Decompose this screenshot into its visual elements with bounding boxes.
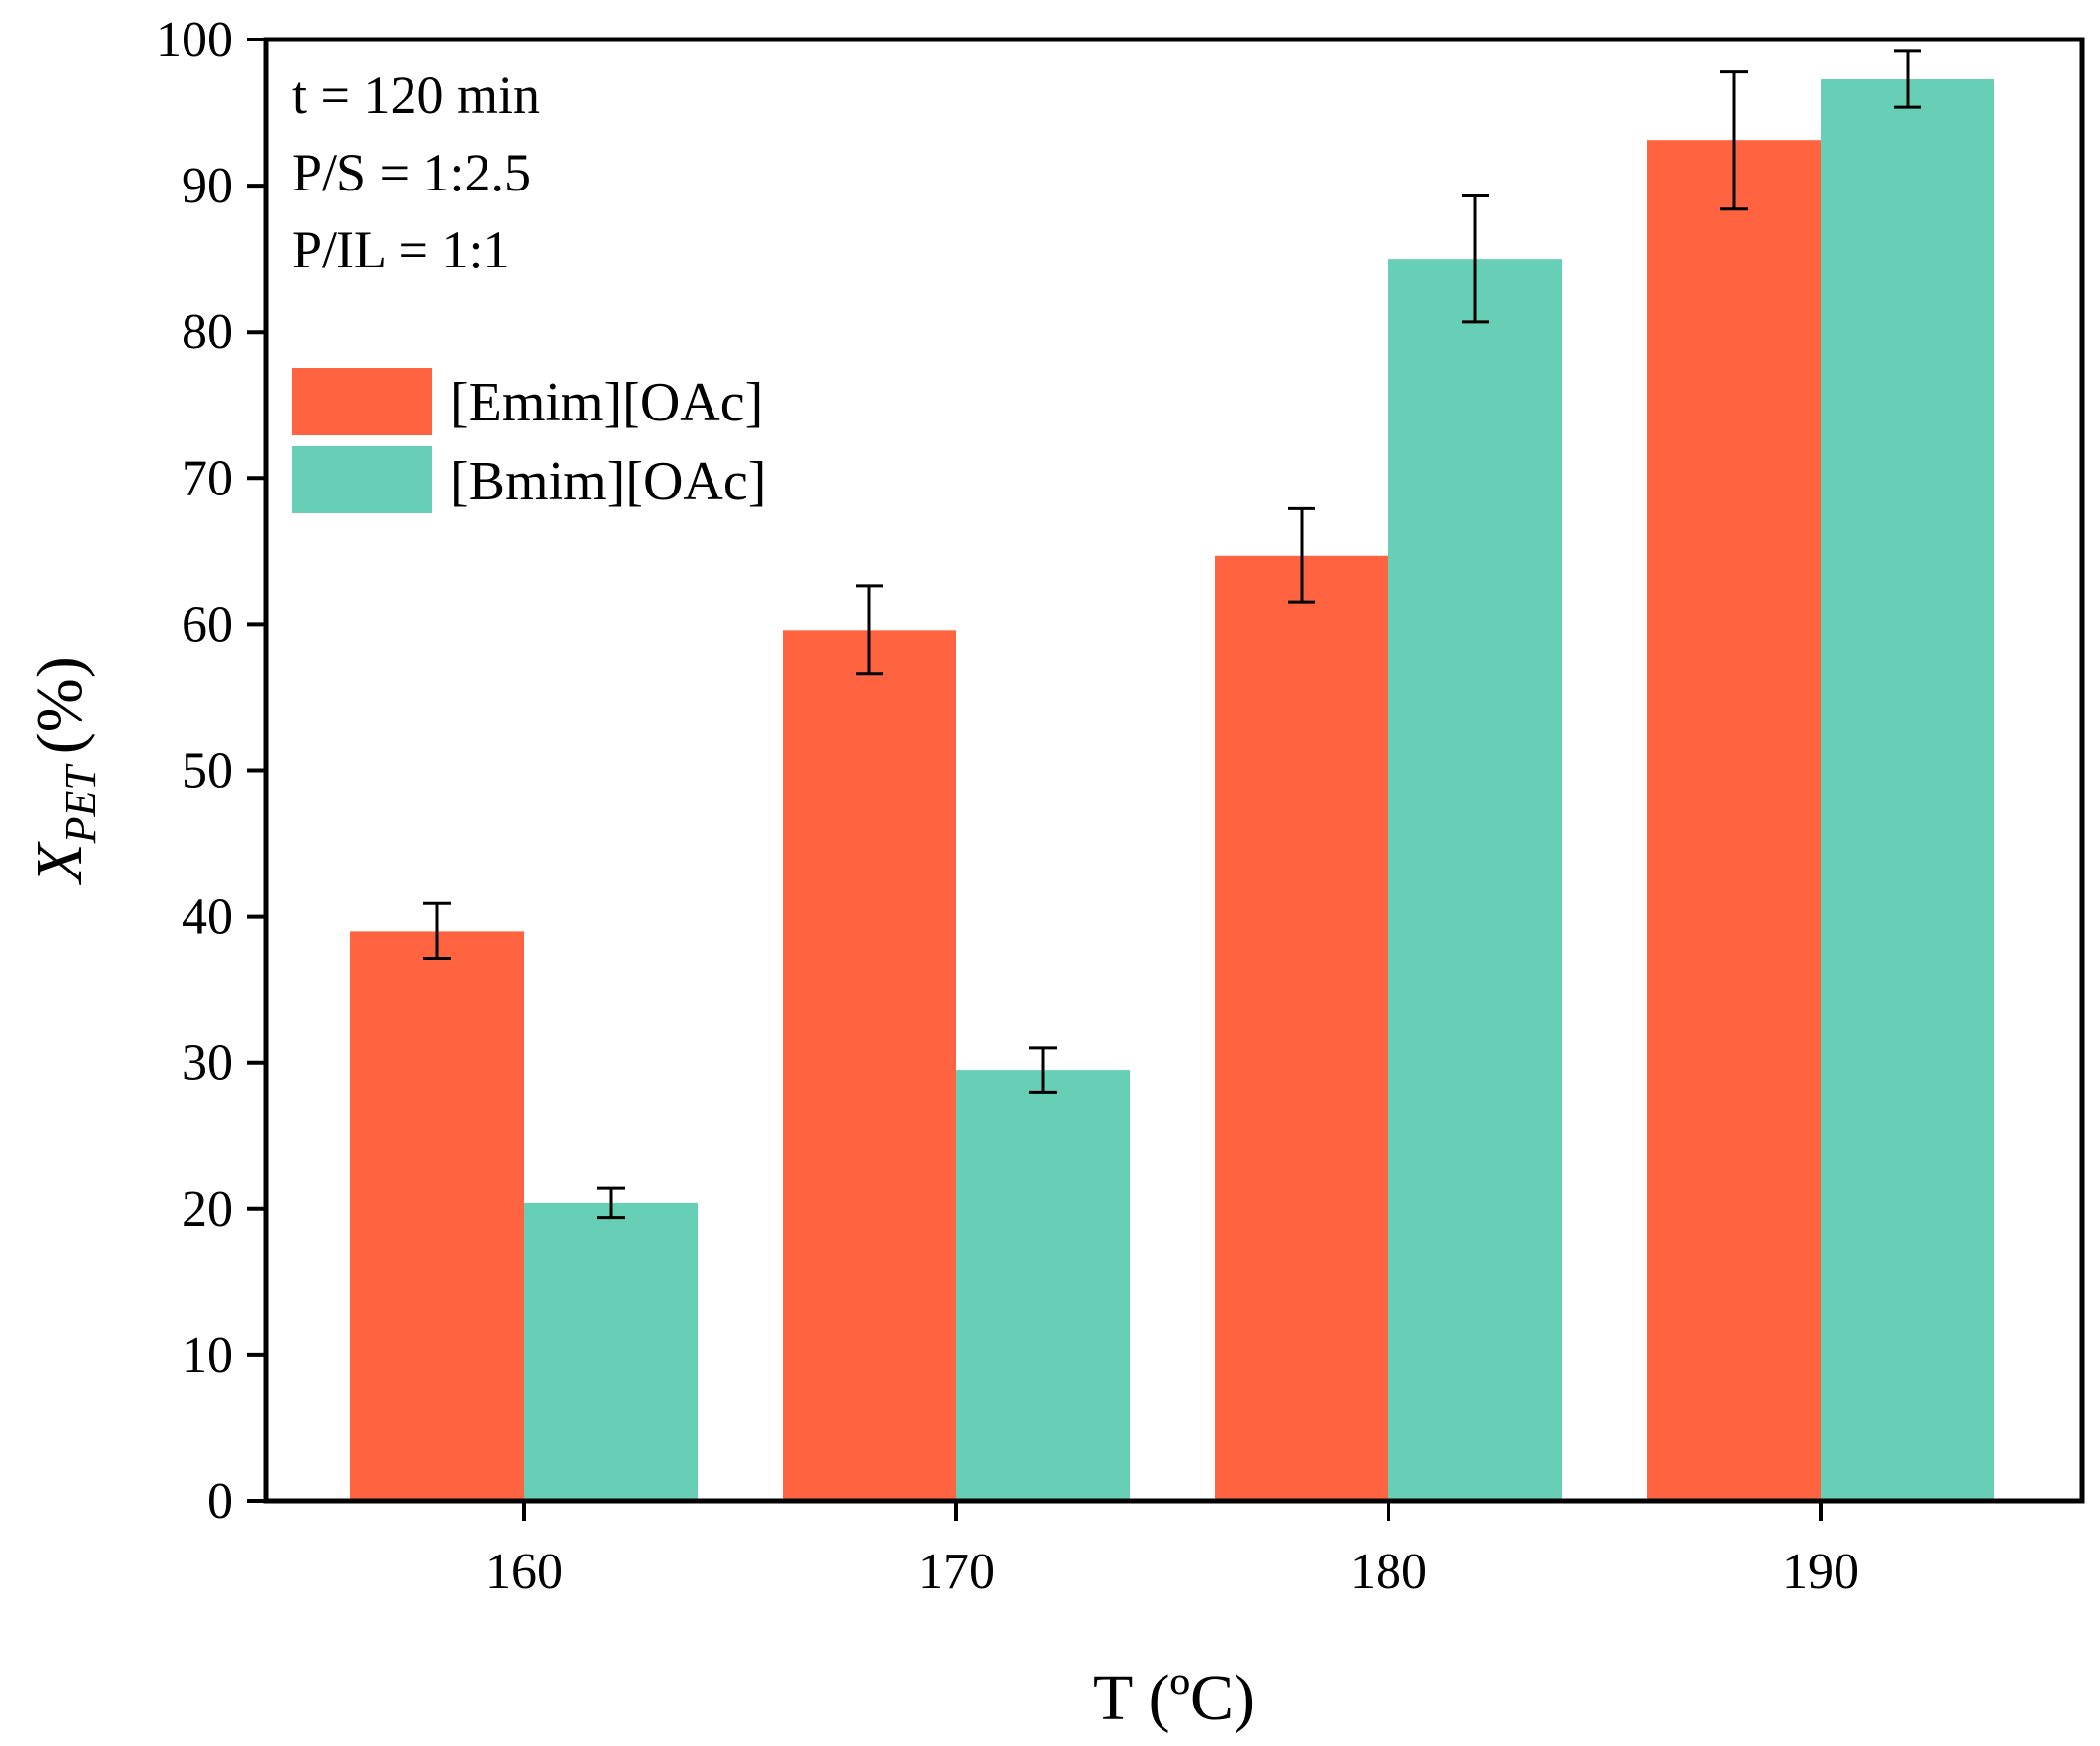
bar-bmim-160: [524, 1202, 698, 1501]
x-tick-label-190: 190: [1782, 1544, 1859, 1600]
error-bar-bmim-160: [597, 1186, 625, 1220]
bar-emim-190: [1647, 140, 1821, 1502]
y-axis-title: XPET (%): [24, 656, 105, 886]
annotation-ps-ratio: P/S = 1:2.5: [292, 143, 531, 202]
error-bar-emim-180: [1288, 506, 1315, 604]
error-bar-emim-190: [1720, 70, 1748, 211]
y-tick-label-10: 10: [182, 1328, 233, 1384]
x-tick-label-170: 170: [918, 1544, 995, 1600]
bar-bmim-170: [956, 1070, 1130, 1501]
bar-bmim-180: [1388, 259, 1562, 1501]
x-tick-label-180: 180: [1350, 1544, 1427, 1600]
y-tick-label-20: 20: [182, 1181, 233, 1238]
x-axis: 160 170 180 190: [486, 1501, 1859, 1600]
legend: [Emim][OAc] [Bmim][OAc]: [292, 368, 766, 513]
y-axis-title-unit: (%): [24, 656, 96, 754]
y-tick-label-0: 0: [207, 1474, 233, 1530]
bar-emim-170: [783, 630, 956, 1501]
y-axis: 0 10 20 30 40 50 60 70 80 90 100: [156, 12, 266, 1530]
svg-text:XPET(%): XPET (%): [24, 656, 105, 886]
y-tick-label-40: 40: [182, 889, 233, 946]
y-tick-label-50: 50: [182, 743, 233, 799]
y-axis-title-subscript: PET: [56, 763, 105, 845]
legend-label-emim: [Emim][OAc]: [450, 372, 763, 433]
y-tick-label-100: 100: [156, 12, 233, 68]
y-axis-title-symbol: X: [24, 841, 96, 886]
y-tick-label-70: 70: [182, 450, 233, 506]
error-bar-emim-170: [856, 584, 883, 676]
legend-swatch-emim: [292, 368, 432, 435]
error-bar-bmim-190: [1894, 49, 1921, 109]
error-bar-bmim-180: [1462, 193, 1489, 324]
bar-bmim-190: [1821, 78, 1994, 1501]
error-bars-layer: [423, 49, 1921, 1220]
y-tick-label-90: 90: [182, 158, 233, 214]
legend-label-bmim: [Bmim][OAc]: [450, 451, 766, 512]
x-tick-label-160: 160: [486, 1544, 562, 1600]
legend-swatch-bmim: [292, 446, 432, 513]
error-bar-emim-160: [423, 901, 451, 961]
x-axis-title: T (ºC): [1093, 1662, 1255, 1734]
annotation-block: t = 120 min P/S = 1:2.5 P/IL = 1:1: [292, 65, 540, 279]
bars-layer: [350, 78, 1994, 1502]
annotation-time: t = 120 min: [292, 65, 540, 124]
bar-emim-160: [350, 931, 524, 1501]
bar-emim-180: [1215, 555, 1388, 1501]
y-tick-label-60: 60: [182, 596, 233, 652]
y-tick-label-30: 30: [182, 1035, 233, 1092]
annotation-pil-ratio: P/IL = 1:1: [292, 220, 509, 279]
error-bar-bmim-170: [1029, 1046, 1057, 1094]
y-tick-label-80: 80: [182, 304, 233, 360]
